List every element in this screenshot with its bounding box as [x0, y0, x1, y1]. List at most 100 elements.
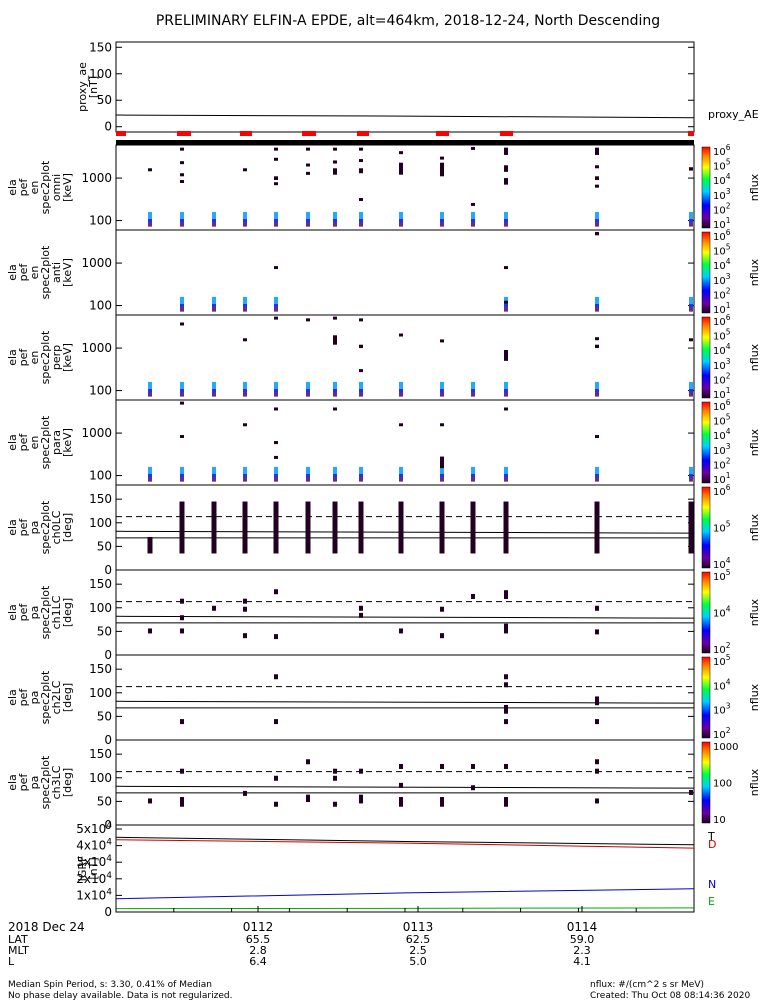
ephemeris-value: 4.1 — [573, 955, 591, 968]
spectrogram-cell — [595, 477, 599, 482]
spectrogram-cell — [689, 222, 693, 227]
phase-marker — [500, 131, 513, 136]
pitch-angle-cell — [148, 628, 152, 634]
y-tick-label: 0 — [104, 818, 112, 832]
colorbar-tick-label: 105 — [713, 520, 731, 535]
spectrogram-cell — [333, 218, 337, 223]
spectrogram-cell — [504, 388, 508, 393]
spectrogram-cell — [595, 184, 599, 188]
y-axis-label: ela — [6, 519, 19, 536]
spectrogram-cell — [306, 218, 310, 223]
pitch-angle-cell — [359, 768, 363, 774]
pitch-angle-column — [242, 501, 248, 554]
spectrogram-cell — [595, 296, 599, 304]
pitch-angle-cell — [180, 719, 184, 725]
pitch-angle-cell — [243, 598, 247, 604]
y-axis-label: spec2plot — [39, 585, 52, 639]
spectrogram-cell — [504, 350, 508, 361]
spectrogram-cell — [399, 381, 403, 389]
spectrogram-cell — [689, 303, 693, 308]
y-tick-label: 50 — [97, 624, 112, 638]
spectrogram-cell — [274, 147, 278, 151]
y-tick-label: 0 — [104, 120, 112, 134]
spectrogram-cell — [148, 222, 152, 227]
spectrogram-cell — [180, 222, 184, 227]
colorbar-label: nflux — [748, 173, 761, 201]
spectrogram-cell — [440, 156, 444, 160]
pitch-angle-cell — [274, 719, 278, 725]
spectrogram-cell — [274, 218, 278, 223]
spectrogram-cell — [595, 231, 599, 236]
spectrogram-cell — [689, 338, 693, 342]
y-tick-label: 3x104 — [76, 854, 112, 869]
y-tick-label: 100 — [89, 214, 112, 228]
colorbar-label: nflux — [748, 258, 761, 286]
pitch-angle-cell — [504, 801, 508, 807]
spectrogram-cell — [471, 388, 475, 393]
spectrogram-cell — [359, 344, 363, 349]
spectrogram-cell — [180, 392, 184, 397]
phase-marker — [357, 131, 369, 136]
spectrogram-cell — [180, 435, 184, 439]
date-label: 2018 Dec 24 — [8, 920, 85, 934]
pitch-angle-cell — [399, 797, 403, 803]
colorbar-tick-label: 103 — [713, 272, 731, 287]
spectrogram-cell — [306, 477, 310, 482]
spectrogram-cell — [440, 381, 444, 389]
spectrogram-cell — [471, 392, 475, 397]
y-axis-label: [keV] — [61, 173, 74, 202]
proxy-ae-frame — [115, 41, 695, 133]
pitch-angle-cell — [504, 674, 508, 680]
spectrogram-cell — [689, 296, 693, 304]
spectrogram-cell — [359, 159, 363, 163]
pitch-angle-cell — [274, 775, 278, 781]
colorbar — [701, 401, 711, 484]
colorbar — [701, 146, 711, 229]
spectrogram-cell — [440, 466, 444, 474]
pitch-angle-cell — [180, 628, 184, 634]
spectrogram-cell — [243, 307, 247, 312]
spectrogram-cell — [333, 388, 337, 393]
colorbar-tick-label: 105 — [713, 413, 731, 428]
ephemeris-value: 2.3 — [573, 944, 591, 957]
pitch-angle-column — [332, 501, 338, 554]
spectrogram-cell — [212, 218, 216, 223]
spectrogram-cell — [274, 307, 278, 312]
colorbar-tick-label: 105 — [713, 653, 731, 668]
spectrogram-cell — [306, 318, 310, 322]
ephemeris-value: 6.4 — [249, 955, 267, 968]
colorbar-tick-label: 106 — [713, 228, 731, 243]
pitch-angle-cell — [595, 768, 599, 774]
spectrogram-cell — [306, 163, 310, 167]
spectrogram-cell — [274, 222, 278, 227]
pitch-angle-cell — [399, 801, 403, 807]
pitch-angle-cell — [595, 759, 599, 765]
spectrogram-cell — [243, 211, 247, 219]
spectrogram-cell — [243, 473, 247, 478]
spectrogram-cell — [212, 222, 216, 227]
spectrogram-cell — [180, 173, 184, 177]
spectrogram-cell — [440, 222, 444, 227]
spectrogram-cell — [333, 407, 337, 411]
colorbar-label: nflux — [748, 513, 761, 541]
spectrogram-cell — [359, 211, 363, 219]
spectrogram-cell — [274, 441, 278, 445]
colorbar-tick-label: 101 — [713, 386, 731, 401]
colorbar — [701, 656, 711, 739]
spectrogram-cell — [471, 202, 475, 206]
pitch-angle-cell — [471, 763, 475, 769]
y-axis-label: [deg] — [61, 598, 74, 627]
pitch-angle-cell — [399, 782, 403, 788]
y-axis-label: ela — [6, 604, 19, 621]
phase-marker — [436, 131, 449, 136]
spectrogram-cell — [689, 218, 693, 223]
colorbar — [701, 231, 711, 314]
ephemeris-value: 62.5 — [406, 933, 431, 946]
pitch-angle-cell — [180, 768, 184, 774]
phase-marker — [116, 131, 126, 136]
spectrogram-cell — [399, 333, 403, 337]
spectrogram-cell — [595, 388, 599, 393]
spectrogram-cell — [148, 211, 152, 219]
spectrogram-cell — [243, 338, 247, 342]
